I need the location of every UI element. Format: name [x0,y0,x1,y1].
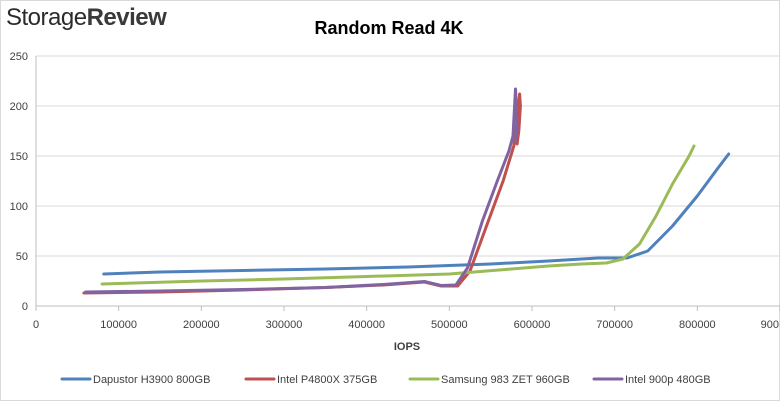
y-tick-label: 0 [22,301,28,313]
logo-review-text: Review [86,4,167,31]
x-tick-label: 600000 [514,319,551,331]
y-axis: 0 50 100 150 200 250 [10,51,28,313]
series-line-3 [100,144,696,286]
series-line-4 [84,87,519,294]
x-tick-label: 0 [33,319,39,331]
x-tick-label: 900 [761,319,779,331]
x-tick-label: 300000 [266,319,303,331]
y-tick-label: 50 [16,251,28,263]
series-group [82,87,731,295]
x-tick-label: 500000 [431,319,468,331]
x-tick-label: 800000 [679,319,716,331]
x-tick-label: 700000 [596,319,633,331]
y-tick-label: 100 [10,201,28,213]
series-line-1 [102,152,731,276]
x-tick-label: 200000 [183,319,220,331]
legend-label-1: Dapustor H3900 800GB [93,374,210,386]
chart-title: Random Read 4K [314,18,463,38]
x-axis: 0 100000 200000 300000 400000 500000 600000 700… [33,306,780,331]
legend-label-3: Samsung 983 ZET 960GB [441,374,570,386]
x-tick-label: 400000 [348,319,385,331]
x-tick-label: 100000 [100,319,137,331]
y-tick-label: 150 [10,151,28,163]
y-tick-label: 250 [10,51,28,63]
series-line-2 [82,92,522,295]
logo-storage-text: Storage [6,4,87,31]
x-axis-title: IOPS [394,341,420,353]
grid [35,55,780,307]
legend-label-2: Intel P4800X 375GB [277,374,377,386]
storagereview-logo: StorageReview [6,4,167,32]
legend-label-4: Intel 900p 480GB [625,374,711,386]
y-tick-label: 200 [10,101,28,113]
legend: Dapustor H3900 800GB Intel P4800X 375GB Sa… [60,374,711,386]
